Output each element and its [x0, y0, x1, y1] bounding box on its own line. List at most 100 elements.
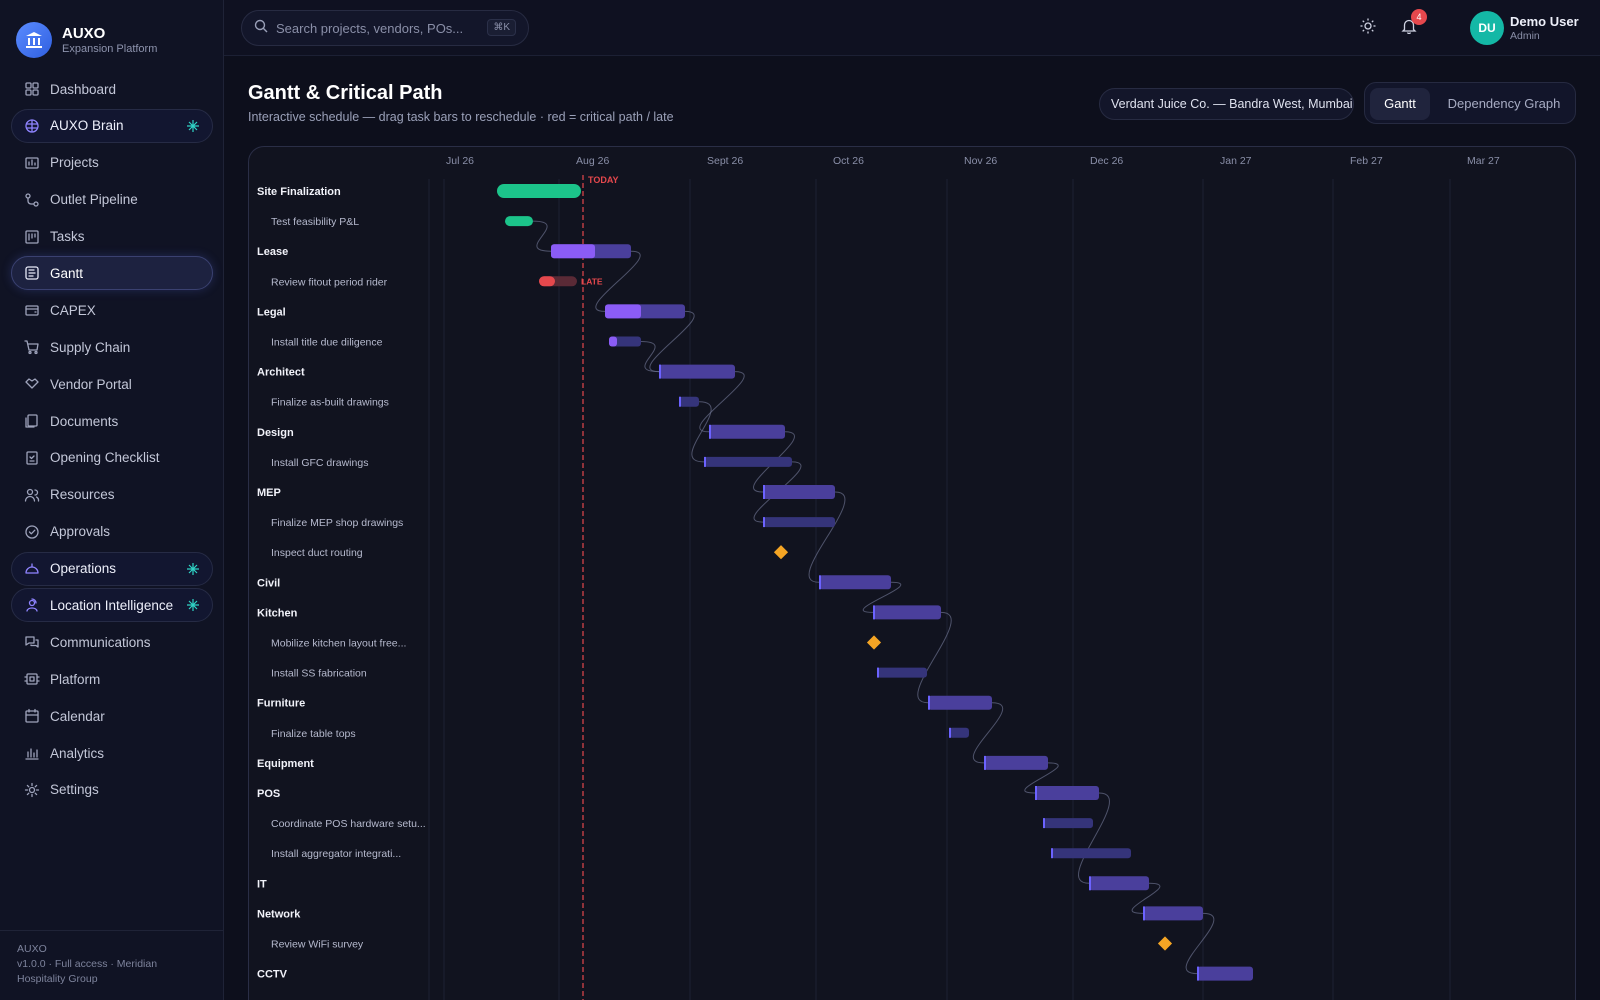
- phase-bar[interactable]: [1143, 906, 1203, 921]
- tab-dependency-graph[interactable]: Dependency Graph: [1447, 96, 1561, 111]
- phase-bar[interactable]: [763, 485, 835, 499]
- task-bar[interactable]: [763, 517, 835, 528]
- theme-toggle-button[interactable]: [1356, 16, 1380, 40]
- sidebar-item-dashboard[interactable]: Dashboard: [11, 72, 213, 106]
- task-bar-progress: [539, 276, 555, 287]
- sidebar-item-auxo-brain[interactable]: AUXO Brain: [11, 108, 213, 143]
- sidebar-item-calendar[interactable]: Calendar: [11, 699, 213, 733]
- task-bar[interactable]: [949, 727, 969, 738]
- sidebar-item-label: Location Intelligence: [50, 597, 174, 613]
- analytics-icon: [24, 745, 40, 761]
- bar-drag-handle[interactable]: [984, 755, 986, 770]
- sidebar-item-documents[interactable]: Documents: [11, 404, 213, 438]
- bar-drag-handle[interactable]: [763, 485, 765, 499]
- sidebar-item-platform[interactable]: Platform: [11, 662, 213, 696]
- task-label: Install SS fabrication: [271, 668, 367, 680]
- footer-version: v1.0.0 · Full access · Meridian Hospital…: [17, 958, 158, 985]
- bar-drag-handle[interactable]: [709, 424, 711, 439]
- bar-drag-handle[interactable]: [1197, 966, 1199, 981]
- phase-bar[interactable]: [1197, 966, 1253, 981]
- today-label: TODAY: [588, 175, 619, 185]
- sidebar-item-location-intelligence[interactable]: Location Intelligence: [11, 588, 213, 623]
- task-bar[interactable]: [877, 667, 927, 678]
- task-bar[interactable]: [1051, 848, 1131, 859]
- milestone-marker[interactable]: [1157, 936, 1173, 951]
- bar-drag-handle[interactable]: [877, 667, 879, 678]
- sidebar-item-supply-chain[interactable]: Supply Chain: [11, 330, 213, 364]
- sidebar-item-outlet-pipeline[interactable]: Outlet Pipeline: [11, 183, 213, 217]
- project-selector[interactable]: Verdant Juice Co. — Bandra West, Mumbai: [1099, 88, 1354, 120]
- task-bar[interactable]: [505, 216, 533, 227]
- bar-drag-handle[interactable]: [928, 695, 930, 710]
- phase-bar[interactable]: [1089, 876, 1149, 891]
- milestone-marker[interactable]: [866, 635, 882, 650]
- phase-label: CCTV: [257, 969, 288, 981]
- phase-bar[interactable]: [659, 364, 735, 379]
- task-label: Finalize MEP shop drawings: [271, 517, 403, 529]
- sidebar-footer: AUXO v1.0.0 · Full access · Meridian Hos…: [17, 942, 207, 987]
- sidebar-item-settings[interactable]: Settings: [11, 773, 213, 807]
- chip-icon: [24, 671, 40, 687]
- sidebar-item-label: Gantt: [50, 265, 84, 281]
- brain-icon: [24, 118, 40, 134]
- sidebar-item-gantt[interactable]: Gantt: [11, 256, 213, 291]
- task-bar[interactable]: [679, 396, 699, 407]
- bar-drag-handle[interactable]: [704, 456, 706, 467]
- phase-bar[interactable]: [819, 575, 891, 590]
- sidebar-item-operations[interactable]: Operations: [11, 551, 213, 586]
- brand[interactable]: AUXO Expansion Platform: [16, 20, 157, 60]
- search-input[interactable]: [276, 20, 496, 36]
- dependency-line: [1131, 882, 1161, 914]
- bar-drag-handle[interactable]: [1089, 876, 1091, 891]
- bar-drag-handle[interactable]: [679, 396, 681, 407]
- bar-drag-handle[interactable]: [1035, 786, 1037, 800]
- sidebar-item-projects[interactable]: Projects: [11, 146, 213, 180]
- sparkle-icon: [186, 598, 200, 612]
- search-bar[interactable]: ⌘K: [241, 10, 529, 46]
- month-label: Nov 26: [964, 155, 997, 167]
- phase-label: IT: [257, 878, 267, 890]
- phase-label: Legal: [257, 306, 286, 318]
- milestone-marker[interactable]: [773, 545, 789, 560]
- phase-bar[interactable]: [984, 755, 1048, 770]
- task-bar[interactable]: [1043, 818, 1093, 829]
- phase-label: Architect: [257, 367, 305, 379]
- phase-bar[interactable]: [709, 424, 785, 439]
- bar-drag-handle[interactable]: [763, 517, 765, 528]
- bar-drag-handle[interactable]: [1043, 818, 1045, 829]
- tab-gantt[interactable]: Gantt: [1370, 88, 1430, 120]
- bar-drag-handle[interactable]: [949, 727, 951, 738]
- search-icon: [254, 19, 268, 38]
- bar-drag-handle[interactable]: [659, 364, 661, 379]
- bar-drag-handle[interactable]: [819, 575, 821, 590]
- task-bar[interactable]: [609, 336, 641, 347]
- sidebar-item-capex[interactable]: CAPEX: [11, 293, 213, 327]
- bar-drag-handle[interactable]: [873, 605, 875, 620]
- month-label: Aug 26: [576, 155, 609, 167]
- phase-label: Civil: [257, 577, 280, 589]
- phase-bar[interactable]: [1035, 786, 1099, 800]
- bar-drag-handle[interactable]: [1143, 906, 1145, 921]
- sidebar-item-analytics[interactable]: Analytics: [11, 736, 213, 770]
- phase-label: Furniture: [257, 698, 305, 710]
- sidebar-item-resources[interactable]: Resources: [11, 478, 213, 512]
- bar-drag-handle[interactable]: [1051, 848, 1053, 859]
- sidebar-item-label: Analytics: [50, 745, 105, 761]
- user-avatar[interactable]: DU: [1470, 11, 1504, 45]
- sidebar-item-vendor-portal[interactable]: Vendor Portal: [11, 367, 213, 401]
- task-bar[interactable]: [704, 456, 792, 467]
- footer-app-name: AUXO: [17, 943, 47, 955]
- dependency-line: [863, 581, 901, 613]
- phase-bar[interactable]: [928, 695, 992, 710]
- notifications-button[interactable]: 4: [1397, 9, 1427, 40]
- user-name[interactable]: Demo User: [1510, 14, 1579, 29]
- sidebar-item-approvals[interactable]: Approvals: [11, 515, 213, 549]
- sidebar-item-tasks[interactable]: Tasks: [11, 220, 213, 254]
- dependency-line: [699, 371, 745, 433]
- sidebar-footer-divider: [0, 930, 224, 931]
- phase-bar[interactable]: [497, 184, 581, 198]
- sidebar-item-communications[interactable]: Communications: [11, 625, 213, 659]
- sidebar-item-label: Projects: [50, 155, 99, 171]
- sidebar-item-opening-checklist[interactable]: Opening Checklist: [11, 441, 213, 475]
- phase-bar[interactable]: [873, 605, 941, 620]
